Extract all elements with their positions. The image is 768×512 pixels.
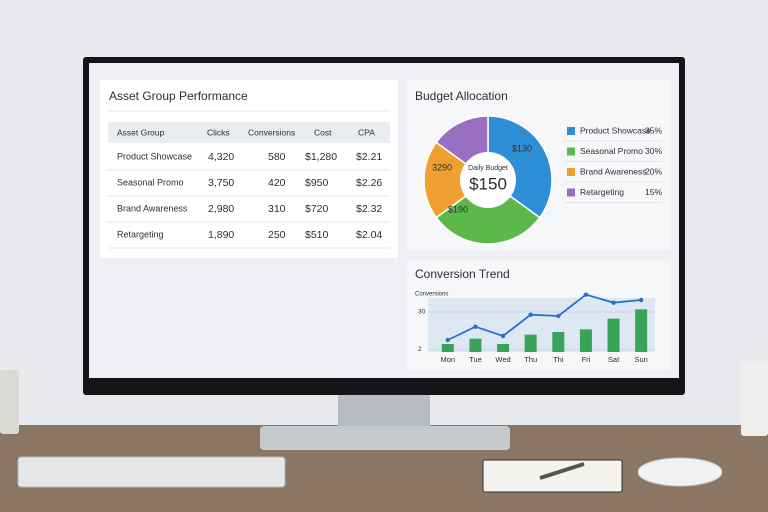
legend-value: 15% [645,187,662,197]
legend-swatch [567,147,575,156]
center-label: Daily Budget [468,165,508,172]
x-tick-label: Fri [582,355,591,364]
bar [607,318,620,352]
axis-label: Conversions [415,292,448,298]
column-header: Clicks [207,127,230,137]
pie-slice [423,141,490,219]
x-tick-label: Thi [553,355,564,364]
table-cell: $2.26 [356,177,382,189]
table-cell: 580 [268,151,286,163]
stand-neck [338,394,430,430]
slice-label: $130 [512,143,532,153]
table-cell: 420 [268,177,286,189]
table-cell: $720 [305,203,329,215]
stand-base [260,426,510,450]
legend-swatch [567,168,575,176]
column-header: Asset Group [117,127,165,137]
keyboard [17,456,286,488]
pen [539,462,585,480]
row-name: Retargeting [117,229,164,239]
line-point [500,333,506,339]
x-tick-label: Thu [524,355,537,364]
legend-value: 20% [645,166,662,176]
line-point [638,297,644,303]
x-tick-label: Tue [469,355,482,364]
table-header [108,122,390,143]
slice-label: $190 [448,204,468,214]
line-point [583,292,589,297]
table-cell: $2.32 [356,203,382,215]
table-cell: $510 [305,229,329,241]
panel-title: Asset Group Performance [109,89,248,103]
legend-label: Brand Awareness [580,166,646,176]
trend-line [447,293,642,341]
line-point [445,337,451,343]
row-name: Brand Awareness [117,203,188,213]
table-cell: 250 [268,229,286,241]
line-point [556,313,561,319]
bar [441,344,454,352]
table-cell: 2,980 [208,203,234,215]
table-cell: $2.21 [356,151,382,163]
line-point [473,324,478,329]
pie-slice [435,179,541,245]
bar [635,309,648,352]
y-tick-label: 2 [418,346,422,353]
cup-right [741,362,768,436]
pie-slice [487,115,553,219]
table-panel [100,80,398,258]
x-tick-label: Wed [495,355,510,364]
bar [469,338,482,352]
x-tick-label: Sun [635,355,648,364]
legend-swatch [567,127,575,135]
table-cell: 310 [268,203,286,215]
slice-label: 3290 [432,162,452,172]
line-point [528,312,533,317]
donut-hole [460,152,516,208]
legend-label: Product Showcase [580,125,651,135]
panel-title: Budget Allocation [415,89,508,103]
legend-label: Seasonal Promo [580,146,643,156]
table-cell: 4,320 [208,151,234,163]
column-header: Conversions [248,127,295,137]
bar [579,329,592,352]
table-cell: $950 [305,177,329,189]
bar [497,344,510,352]
y-tick-label: 30 [418,309,426,316]
column-header: CPA [358,127,375,137]
bar [524,334,537,352]
bar [552,332,565,352]
table-cell: 1,890 [208,229,234,241]
cup-left [0,370,19,434]
legend-label: Retargeting [580,187,624,197]
panel-title: Conversion Trend [415,267,510,281]
table-cell: 3,750 [208,177,234,189]
legend-value: 30% [645,146,662,156]
x-tick-label: Sat [608,355,620,364]
row-name: Product Showcase [117,151,192,161]
legend-swatch [567,188,575,197]
table-cell: $1,280 [305,151,337,163]
column-header: Cost [314,127,332,137]
row-name: Seasonal Promo [117,177,184,187]
mouse [637,457,723,487]
center-value: $150 [469,174,507,193]
plot-area [428,298,655,352]
legend-value: 35% [645,125,662,135]
line-point [611,300,616,305]
x-tick-label: Mon [441,355,456,364]
table-cell: $2.04 [356,229,382,241]
